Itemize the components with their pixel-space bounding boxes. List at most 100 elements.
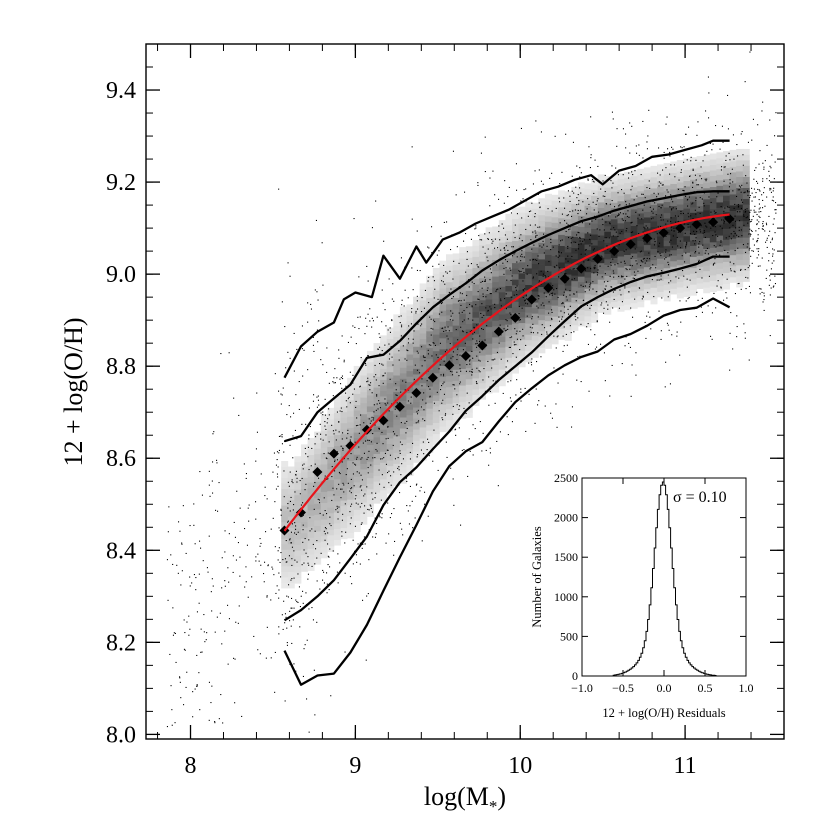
galaxy-point [351,436,352,437]
galaxy-point [290,580,291,581]
density-cell [617,234,624,240]
density-cell [677,270,684,276]
galaxy-point [182,570,183,571]
galaxy-point [671,199,672,200]
galaxy-point [606,245,607,246]
galaxy-point [406,481,407,482]
galaxy-point [755,230,756,231]
galaxy-point [327,532,328,533]
density-cell [631,187,638,193]
galaxy-point [522,268,523,269]
galaxy-point [422,365,423,366]
galaxy-point [439,368,440,369]
density-cell [525,318,532,324]
density-cell [479,305,486,311]
density-cell [492,271,499,277]
density-cell [644,261,651,267]
galaxy-point [377,317,378,318]
galaxy-point [192,691,193,692]
galaxy-point [375,493,376,494]
galaxy-point [315,548,316,549]
density-cell [341,417,348,423]
galaxy-point [754,189,755,190]
density-cell [308,565,315,571]
galaxy-point [341,446,342,447]
galaxy-point [307,456,308,457]
density-cell [730,161,737,167]
galaxy-point [766,223,767,224]
density-cell [308,477,315,483]
density-cell [374,365,381,371]
galaxy-point [626,268,627,269]
galaxy-point [285,613,286,614]
galaxy-point [466,364,467,365]
galaxy-point [266,658,267,659]
galaxy-point [273,518,274,519]
galaxy-point [388,482,389,483]
galaxy-point [558,297,559,298]
galaxy-point [765,160,766,161]
density-cell [710,170,717,176]
galaxy-point [723,142,724,143]
galaxy-point [537,332,538,333]
galaxy-point [458,375,459,376]
density-cell [413,346,420,352]
galaxy-point [240,508,241,509]
galaxy-point [433,430,434,431]
galaxy-point [695,251,696,252]
density-cell [459,363,466,369]
galaxy-point [671,230,672,231]
galaxy-point [312,566,313,567]
density-cell [360,386,367,392]
galaxy-point [339,379,340,380]
galaxy-point [294,333,295,334]
galaxy-point [265,487,266,488]
galaxy-point [735,227,736,228]
galaxy-point [529,211,530,212]
galaxy-point [640,265,641,266]
galaxy-point [308,438,309,439]
galaxy-point [290,510,291,511]
galaxy-point [568,214,569,215]
density-cell [657,264,664,270]
galaxy-point [751,219,752,220]
galaxy-point [568,229,569,230]
galaxy-point [382,350,383,351]
galaxy-point [479,341,480,342]
density-cell [604,187,611,193]
galaxy-point [333,494,334,495]
density-cell [538,265,545,271]
galaxy-point [381,364,382,365]
galaxy-point [585,254,586,255]
galaxy-point [214,721,215,722]
density-cell [736,210,743,216]
density-cell [314,437,321,443]
galaxy-point [704,223,705,224]
density-cell [321,547,328,553]
galaxy-point [595,312,596,313]
galaxy-point [543,274,544,275]
density-cell [321,425,328,431]
galaxy-point [299,409,300,410]
galaxy-point [417,300,418,301]
galaxy-point [357,471,358,472]
density-cell [354,394,361,400]
galaxy-point [485,340,486,341]
galaxy-point [428,516,429,517]
galaxy-point [527,265,528,266]
galaxy-point [275,652,276,653]
galaxy-point [753,239,754,240]
galaxy-point [400,474,401,475]
galaxy-point [384,487,385,488]
galaxy-point [618,192,619,193]
density-cell [301,483,308,489]
galaxy-point [351,517,352,518]
density-cell [538,259,545,265]
galaxy-point [555,136,556,137]
galaxy-point [402,380,403,381]
galaxy-point [310,304,311,305]
galaxy-point [434,280,435,281]
galaxy-point [416,422,417,423]
galaxy-point [399,492,400,493]
density-cell [578,182,585,188]
